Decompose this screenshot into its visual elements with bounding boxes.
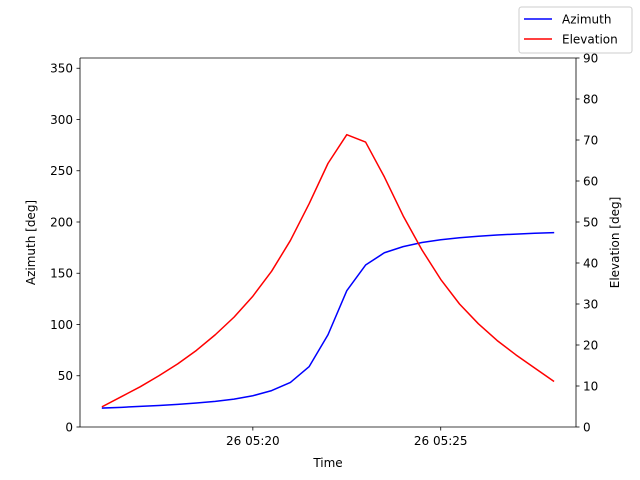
legend: Azimuth Elevation <box>518 6 633 54</box>
x-tick-label: 26 05:20 <box>226 434 280 448</box>
series-line-azimuth <box>101 231 555 409</box>
left-y-tick-label: 200 <box>50 215 73 229</box>
left-y-tick-label: 300 <box>50 113 73 127</box>
right-y-tick-label: 90 <box>583 51 598 65</box>
left-y-tick-label: 350 <box>50 62 73 76</box>
left-y-tick-label: 150 <box>50 267 73 281</box>
legend-label-elevation: Elevation <box>562 33 618 47</box>
right-y-tick-label: 20 <box>583 338 598 352</box>
right-y-tick-label: 70 <box>583 133 598 147</box>
right-y-tick-label: 40 <box>583 256 598 270</box>
left-y-tick-label: 0 <box>65 420 73 434</box>
right-y-tick-label: 80 <box>583 92 598 106</box>
x-axis-title: Time <box>312 456 342 470</box>
series-line-elevation <box>101 133 555 408</box>
right-y-axis-title: Elevation [deg] <box>608 197 622 289</box>
right-y-tick-label: 10 <box>583 379 598 393</box>
right-y-tick-label: 50 <box>583 215 598 229</box>
left-y-tick-label: 50 <box>58 369 73 383</box>
left-y-axis-title: Azimuth [deg] <box>24 200 38 285</box>
legend-label-azimuth: Azimuth <box>562 13 611 27</box>
ticks-layer: 0 50 100 150 200 250 300 350 0 10 20 30 40 50 60 70 80 90… <box>50 51 598 448</box>
plot-area <box>80 58 576 427</box>
x-tick-label: 26 05:25 <box>414 434 468 448</box>
left-y-tick-label: 100 <box>50 318 73 332</box>
right-y-tick-label: 30 <box>583 297 598 311</box>
series-layer <box>101 133 555 409</box>
left-y-tick-label: 250 <box>50 164 73 178</box>
right-y-tick-label: 0 <box>583 420 591 434</box>
right-y-tick-label: 60 <box>583 174 598 188</box>
